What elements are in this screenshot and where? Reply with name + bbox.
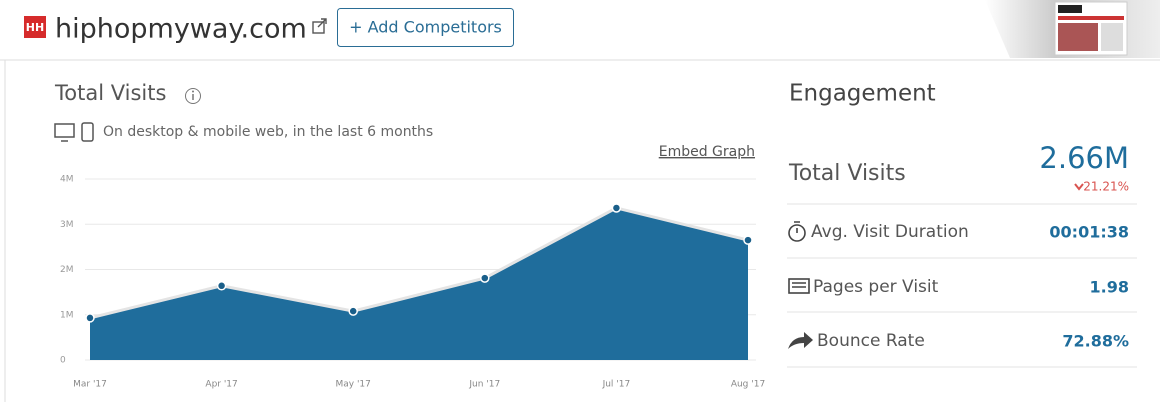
site-name[interactable]: hiphopmyway.com [55, 14, 307, 45]
total-visits-label: Total Visits [788, 161, 906, 186]
x-tick-label: Mar '17 [73, 380, 107, 390]
site-thumbnail [985, 0, 1160, 58]
x-tick-label: Apr '17 [205, 380, 237, 390]
y-tick-label: 1M [60, 310, 74, 320]
embed-graph-link[interactable]: Embed Graph [659, 144, 755, 160]
total-visits-value: 2.66M [1039, 141, 1129, 175]
x-tick-label: Jul '17 [602, 380, 631, 390]
y-tick-label: 2M [60, 265, 74, 275]
metric-value: 00:01:38 [1049, 223, 1129, 242]
point [611, 203, 622, 213]
point [348, 306, 358, 316]
device-icons [54, 122, 94, 142]
bounce-icon [788, 332, 813, 349]
visits-title: Total Visits [54, 81, 166, 105]
add-competitors-text[interactable]: + Add Competitors [349, 18, 502, 37]
y-tick-label: 4M [60, 175, 74, 185]
metric-value: 72.88% [1062, 332, 1129, 351]
visits-subtitle: On desktop & mobile web, in the last 6 m… [103, 124, 433, 140]
x-tick-label: Aug '17 [731, 380, 765, 390]
metric-value: 1.98 [1090, 278, 1129, 297]
y-tick-label: 3M [60, 220, 74, 230]
total-visits-change: 21.21% [1083, 180, 1129, 194]
metric-label: Bounce Rate [817, 331, 925, 351]
y-tick-label: 0 [60, 356, 66, 366]
pages-icon [788, 278, 810, 294]
engagement-title: Engagement [789, 81, 936, 107]
point [480, 273, 490, 283]
area [90, 207, 748, 360]
external-link-icon[interactable] [312, 18, 327, 34]
point [743, 235, 753, 245]
point [85, 313, 95, 323]
metric-label: Avg. Visit Duration [811, 222, 969, 242]
info-icon[interactable] [185, 88, 201, 104]
metric-label: Pages per Visit [813, 277, 939, 297]
logo [24, 16, 46, 38]
down-arrow [1074, 183, 1084, 191]
add-competitors-button[interactable] [337, 8, 514, 47]
line [89, 206, 749, 320]
x-tick-label: May '17 [335, 380, 370, 390]
chart: 0 1M 2M 3M 4M Mar '17 Apr '17 May '17 Jun '17 Jul… [60, 175, 765, 390]
logo-text: HH [26, 21, 44, 34]
x-tick-label: Jun '17 [468, 380, 500, 390]
stopwatch-icon [788, 221, 806, 242]
point [216, 281, 227, 291]
